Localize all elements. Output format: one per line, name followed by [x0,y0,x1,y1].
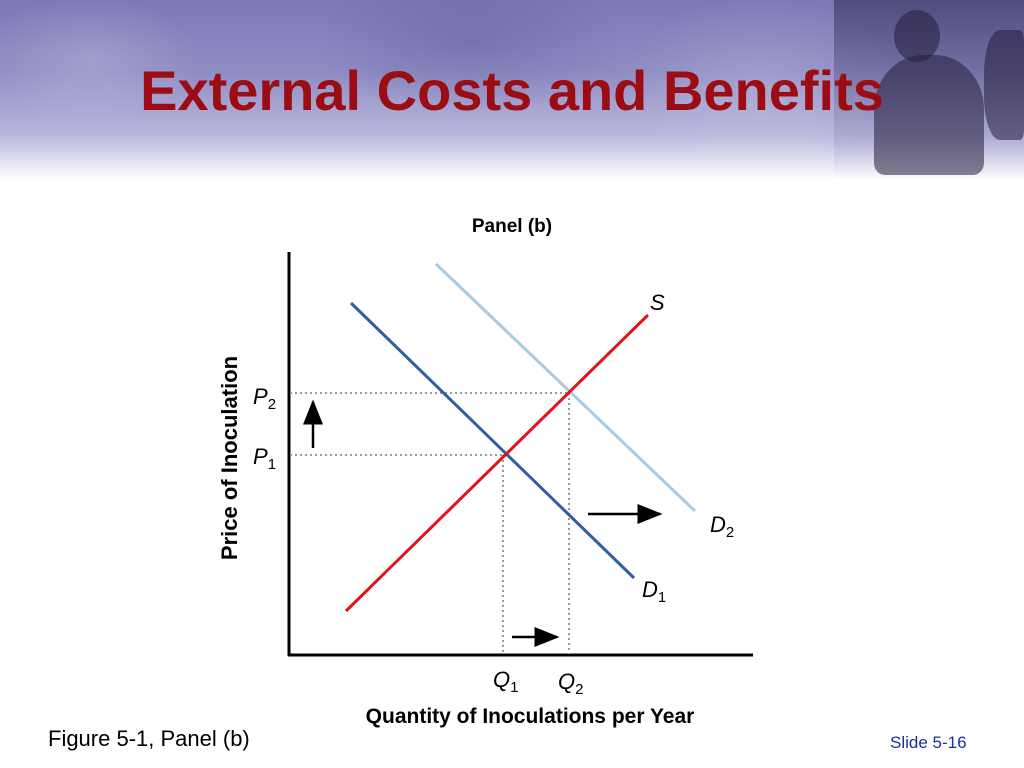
y-tick-label-p1: P1 [253,444,276,473]
d2-label: D2 [710,512,734,541]
supply-label: S [650,290,665,315]
d1-label: D1 [642,577,666,606]
y-tick-label-p2: P2 [253,384,276,413]
x-tick-label-q1: Q1 [493,667,518,696]
panel-label: Panel (b) [471,216,553,237]
figure-caption: Figure 5-1, Panel (b) [48,726,250,751]
demand-curve-d2 [434,262,697,513]
person-silhouette [874,55,984,175]
supply-curve [344,313,650,613]
slide-number: Slide 5-16 [890,733,967,752]
x-tick-label-q2: Q2 [558,669,583,698]
person-silhouette [984,30,1024,140]
slide-title: External Costs and Benefits [140,59,884,122]
x-axis-label: Quantity of Inoculations per Year [366,705,695,728]
banner-photo [834,0,1024,180]
person-silhouette [894,10,940,62]
header-banner [0,0,1024,180]
y-axis-label: Price of Inoculation [217,356,242,560]
demand-curve-d1 [349,301,636,580]
